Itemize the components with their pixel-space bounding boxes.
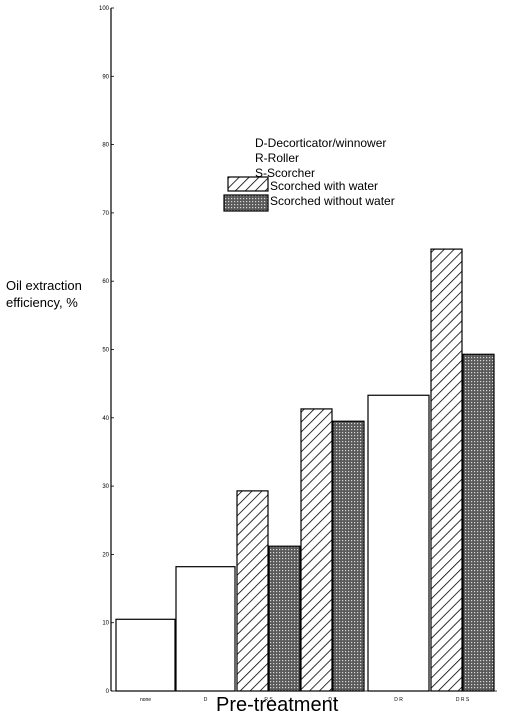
bar-d-plain [175, 566, 236, 692]
y-tick-label: 30 [102, 484, 109, 490]
legend-note-decorticator: D-Decorticator/winnower [255, 136, 387, 150]
legend-label-without-water: Scorched without water [270, 194, 395, 208]
x-axis-label: Pre-treatment [216, 694, 339, 716]
legend-swatch-without-water [223, 194, 269, 212]
bar-drs-with-water [430, 248, 463, 692]
x-tick-label: R S [264, 697, 273, 703]
bar-rs-with-water [236, 490, 269, 692]
y-tick-label: 100 [99, 6, 110, 12]
legend-note-roller: R-Roller [255, 151, 300, 165]
bar-ds-with-water [300, 408, 333, 692]
bar-ds-without-water [332, 420, 365, 692]
x-tick-label: D R S [456, 697, 470, 703]
bar-drs-without-water [462, 353, 495, 692]
bars [115, 248, 495, 692]
x-ticks: none D R S D S D R D R S [140, 697, 470, 703]
y-tick-label: 80 [102, 143, 109, 149]
y-axis-label: Oil extraction efficiency, % [6, 278, 82, 310]
y-ticks: 0 10 20 30 40 50 60 70 80 90 100 [99, 6, 114, 695]
x-tick-label: D [204, 697, 208, 703]
x-tick-label: D R [394, 697, 403, 703]
y-tick-label: 60 [102, 279, 109, 285]
y-tick-label: 0 [106, 689, 110, 695]
bar-dr-plain [367, 394, 430, 692]
x-tick-label: none [140, 697, 151, 703]
y-tick-label: 90 [102, 74, 109, 80]
legend-swatch-with-water [227, 176, 269, 192]
bar-rs-without-water [268, 545, 301, 692]
legend-label-with-water: Scorched with water [270, 179, 379, 193]
x-tick-label: D S [328, 697, 337, 703]
y-tick-label: 50 [102, 348, 109, 354]
y-tick-label: 70 [102, 211, 109, 217]
y-tick-label: 20 [102, 552, 109, 558]
legend-note-scorcher: S-Scorcher [255, 166, 316, 180]
bar-none-plain [115, 618, 176, 692]
legend-notes: D-Decorticator/winnower R-Roller S-Scorc… [255, 136, 386, 181]
y-tick-label: 10 [102, 621, 109, 627]
y-tick-label: 40 [102, 416, 109, 422]
